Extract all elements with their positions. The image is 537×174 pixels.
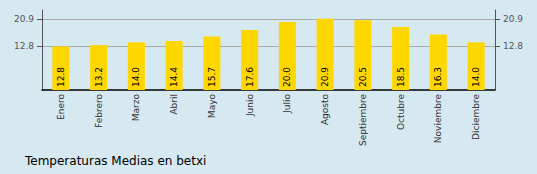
svg-text:Mayo: Mayo: [207, 94, 217, 119]
svg-text:20.9: 20.9: [320, 67, 330, 87]
svg-text:Julio: Julio: [282, 94, 292, 114]
svg-text:14.0: 14.0: [471, 67, 481, 87]
svg-text:20.0: 20.0: [282, 67, 292, 87]
svg-text:Marzo: Marzo: [131, 94, 141, 122]
svg-text:Junio: Junio: [245, 94, 255, 118]
svg-text:14.0: 14.0: [131, 67, 141, 87]
svg-text:20.5: 20.5: [358, 67, 368, 87]
svg-text:12.8: 12.8: [56, 67, 66, 87]
svg-text:Diciembre: Diciembre: [471, 94, 481, 140]
svg-text:14.4: 14.4: [169, 67, 179, 87]
svg-text:Febrero: Febrero: [94, 94, 104, 128]
svg-text:Septiembre: Septiembre: [358, 94, 368, 147]
svg-text:Agosto: Agosto: [320, 94, 330, 126]
svg-text:12.8: 12.8: [14, 41, 34, 51]
svg-text:20.9: 20.9: [503, 14, 523, 24]
svg-text:13.2: 13.2: [94, 67, 104, 87]
svg-text:20.9: 20.9: [14, 14, 34, 24]
svg-text:12.8: 12.8: [503, 41, 523, 51]
svg-text:Octubre: Octubre: [396, 94, 406, 130]
svg-text:Temperaturas Medias en betxi: Temperaturas Medias en betxi: [24, 154, 206, 168]
svg-text:Abril: Abril: [169, 94, 179, 115]
svg-text:15.7: 15.7: [207, 67, 217, 87]
svg-text:Enero: Enero: [56, 94, 66, 120]
svg-text:Noviembre: Noviembre: [433, 94, 443, 144]
svg-text:16.3: 16.3: [433, 67, 443, 87]
svg-text:18.5: 18.5: [396, 67, 406, 87]
svg-text:17.6: 17.6: [245, 67, 255, 87]
